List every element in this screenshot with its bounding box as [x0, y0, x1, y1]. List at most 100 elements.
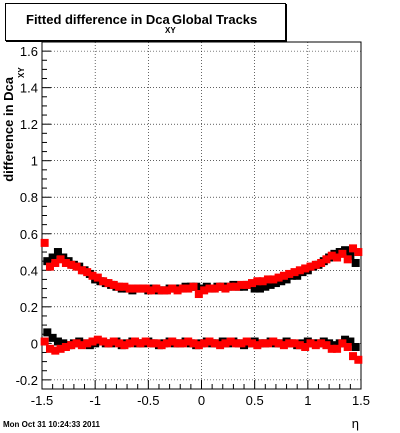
data-point [232, 339, 241, 348]
data-point [173, 339, 182, 348]
data-point [141, 284, 150, 293]
x-tick-label: 0.5 [246, 393, 264, 408]
data-point [266, 280, 275, 289]
data-point [141, 337, 150, 346]
data-point [109, 337, 118, 346]
data-point [51, 258, 60, 267]
data-point [45, 344, 54, 353]
data-point [200, 339, 209, 348]
data-point [210, 284, 219, 293]
data-point [72, 339, 81, 348]
data-point [237, 339, 246, 348]
data-point [99, 337, 108, 346]
data-point [274, 339, 283, 348]
data-point [285, 339, 294, 348]
y-axis-label-subscript: XY [17, 67, 26, 78]
data-point [346, 337, 355, 346]
data-point [349, 244, 358, 253]
data-point [333, 253, 342, 262]
data-point [162, 339, 171, 348]
y-tick-label: 1.6 [20, 44, 38, 59]
data-point [168, 337, 177, 346]
data-point [83, 339, 92, 348]
data-point [263, 275, 272, 284]
data-point [168, 284, 177, 293]
x-tick-label: 0 [198, 393, 205, 408]
data-point [173, 286, 182, 295]
data-point [61, 258, 70, 267]
data-point [261, 282, 270, 291]
data-point [269, 337, 278, 346]
data-point [306, 262, 315, 271]
timestamp: Mon Oct 31 10:24:33 2011 [3, 420, 100, 429]
x-tick-label: -1 [89, 393, 101, 408]
data-point [120, 282, 129, 291]
data-point [338, 339, 347, 348]
data-point [184, 337, 193, 346]
x-tick-label: 1 [304, 393, 311, 408]
data-point [237, 280, 246, 289]
data-point [162, 286, 171, 295]
chart-title-subscript: XY [165, 26, 176, 35]
data-point [83, 268, 92, 277]
data-point [317, 339, 326, 348]
data-point [146, 339, 155, 348]
data-point [136, 339, 145, 348]
data-point [88, 337, 97, 346]
y-axis-label: difference in Dca [1, 76, 16, 182]
data-point [338, 249, 347, 258]
data-point [253, 277, 262, 286]
data-point [152, 284, 161, 293]
y-tick-label: 0.6 [20, 227, 38, 242]
data-point [120, 341, 129, 350]
data-point [48, 333, 57, 342]
data-point [343, 255, 352, 264]
data-point [351, 258, 360, 267]
x-tick-label: -0.5 [137, 393, 159, 408]
data-point [136, 284, 145, 293]
data-point [115, 282, 124, 291]
y-tick-label: -0.2 [16, 373, 38, 388]
data-point [263, 339, 272, 348]
data-point [322, 341, 331, 350]
x-tick-label: 1.5 [352, 393, 370, 408]
data-point [322, 255, 331, 264]
data-point [301, 342, 310, 351]
data-point [295, 266, 304, 275]
data-point [146, 286, 155, 295]
data-point [333, 344, 342, 353]
y-tick-label: 1 [31, 154, 38, 169]
data-point [221, 339, 230, 348]
data-point [205, 337, 214, 346]
data-point [258, 339, 267, 348]
data-point [255, 284, 264, 293]
data-point [226, 337, 235, 346]
data-point [242, 337, 251, 346]
data-point [51, 346, 60, 355]
data-point [279, 341, 288, 350]
data-point [301, 264, 310, 273]
data-point [232, 282, 241, 291]
data-point [93, 335, 102, 344]
data-point [216, 341, 225, 350]
data-point [45, 262, 54, 271]
data-point [351, 342, 360, 351]
data-point [109, 280, 118, 289]
data-point [253, 341, 262, 350]
data-point [205, 284, 214, 293]
data-point [104, 279, 113, 288]
data-point [61, 342, 70, 351]
data-point [317, 258, 326, 267]
data-point [349, 352, 358, 361]
data-point [248, 279, 257, 288]
data-point [200, 286, 209, 295]
data-point [311, 260, 320, 269]
data-point [56, 255, 65, 264]
chart-title-box: Fitted difference in Dca XY Global Track… [5, 3, 286, 41]
data-point [115, 339, 124, 348]
data-point [77, 266, 86, 275]
data-point [189, 282, 198, 291]
data-point [152, 339, 161, 348]
data-point [221, 284, 230, 293]
